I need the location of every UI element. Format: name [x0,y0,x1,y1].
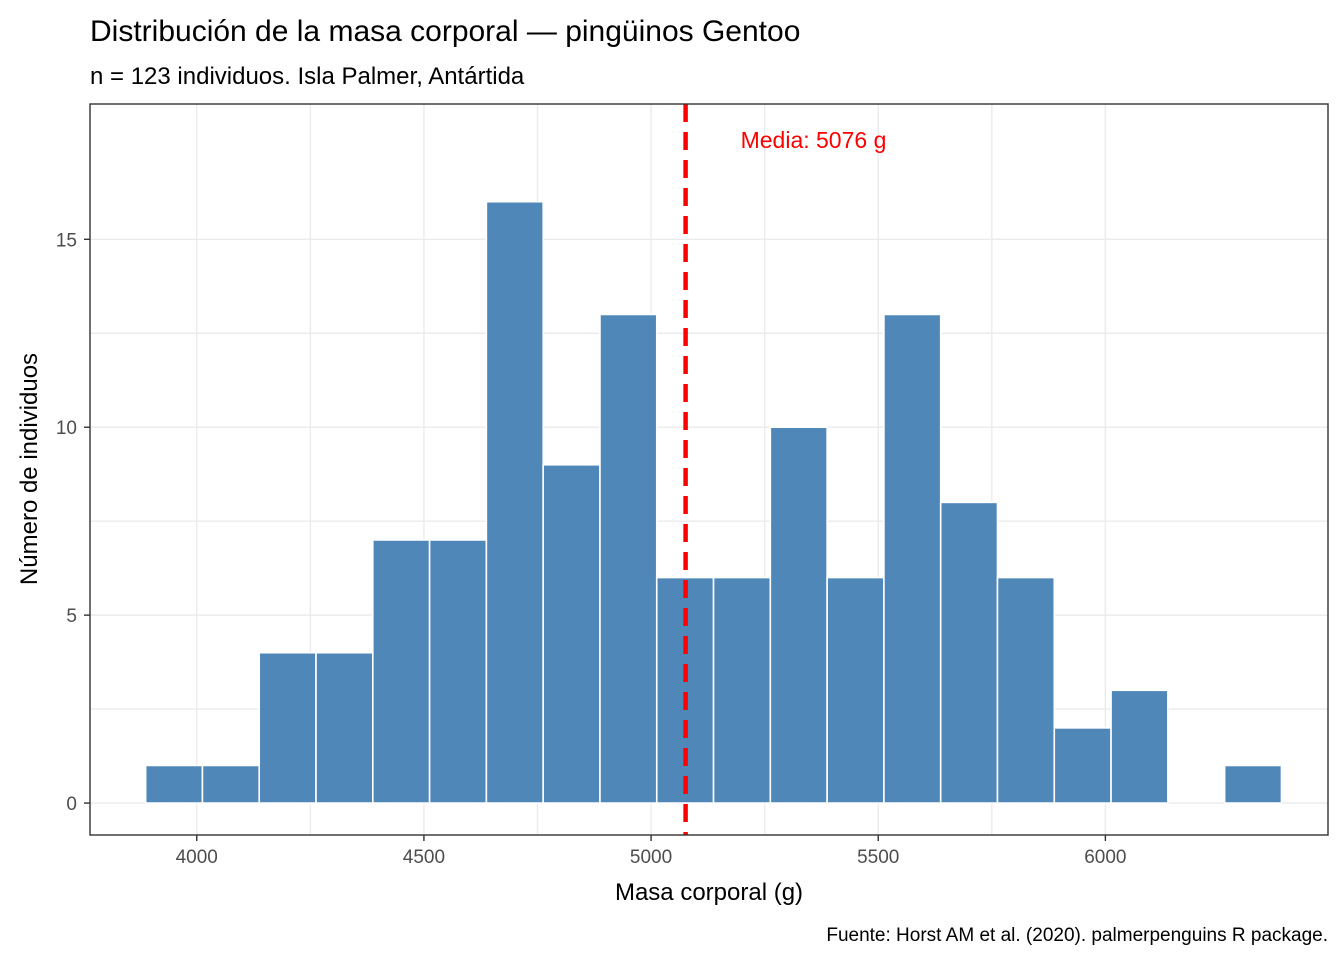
axis-ticks: 4000 4500 5000 5500 6000 0 5 10 15 [56,230,1127,868]
x-tick-label: 4000 [176,847,218,868]
source-caption: Fuente: Horst AM et al. (2020). palmerpe… [826,925,1328,946]
histogram-bar [428,539,488,804]
histogram-bar [144,764,204,804]
x-tick-label: 4500 [403,847,445,868]
x-tick-label: 5500 [857,847,899,868]
x-tick-label: 6000 [1084,847,1126,868]
histogram-bar [996,576,1056,804]
chart-subtitle: n = 123 individuos. Isla Palmer, Antárti… [90,63,525,90]
y-tick-label: 15 [56,230,77,251]
histogram-bar [769,426,828,804]
x-axis-title: Masa corporal (g) [615,879,803,906]
histogram-bar [1053,727,1112,804]
histogram-bar [826,576,885,804]
histogram-bars [144,200,1283,804]
histogram-bar [201,764,261,804]
y-tick-label: 10 [56,418,77,439]
y-tick-label: 0 [66,794,77,815]
y-tick-label: 5 [66,606,77,627]
histogram-bar [485,200,544,804]
histogram-bar [1223,764,1283,804]
histogram-bar [542,464,601,804]
histogram-bar [599,313,658,804]
mean-annotation: Media: 5076 g [741,127,887,153]
histogram-bar [315,651,374,804]
histogram-bar [939,501,999,804]
y-axis-title: Número de individuos [16,353,43,585]
histogram-bar [258,651,317,804]
histogram-bar [883,313,942,804]
chart-title: Distribución de la masa corporal — pingü… [90,15,800,48]
x-tick-label: 5000 [630,847,672,868]
panel-border [89,103,1329,836]
histogram-bar [712,576,772,804]
histogram-bar [1110,689,1169,804]
histogram-bar [372,539,431,804]
mean-reference: Media: 5076 g [683,104,887,835]
